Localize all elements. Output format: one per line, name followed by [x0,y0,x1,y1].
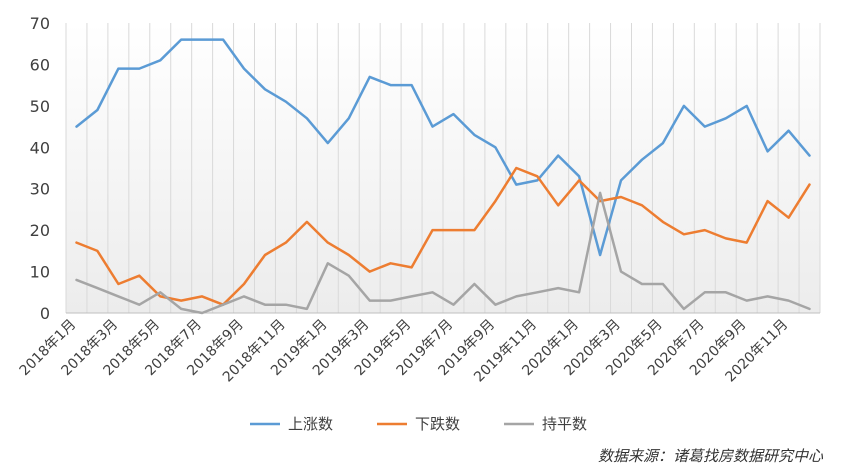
series-line-0 [75,38,811,257]
series-line-2 [75,191,811,315]
legend-label: 下跌数 [415,415,460,433]
legend-label: 持平数 [542,415,587,433]
y-tick-label: 70 [30,14,50,33]
y-tick-label: 20 [30,221,50,240]
y-axis: 0 10 20 30 40 50 60 70 [30,14,50,323]
legend-label: 上涨数 [288,415,333,433]
series-lines [75,38,811,315]
source-note: 数据来源：诸葛找房数据研究中心 [598,447,824,465]
y-tick-label: 0 [40,304,50,323]
x-axis: 2018年1月2018年3月2018年5月2018年7月2018年9月2018年… [17,312,820,385]
series-line-1 [75,166,811,306]
legend: 上涨数 下跌数 持平数 [250,415,587,433]
y-tick-label: 10 [30,263,50,282]
y-tick-label: 40 [30,138,50,157]
y-tick-label: 60 [30,55,50,74]
y-tick-label: 30 [30,180,50,199]
y-tick-label: 50 [30,97,50,116]
